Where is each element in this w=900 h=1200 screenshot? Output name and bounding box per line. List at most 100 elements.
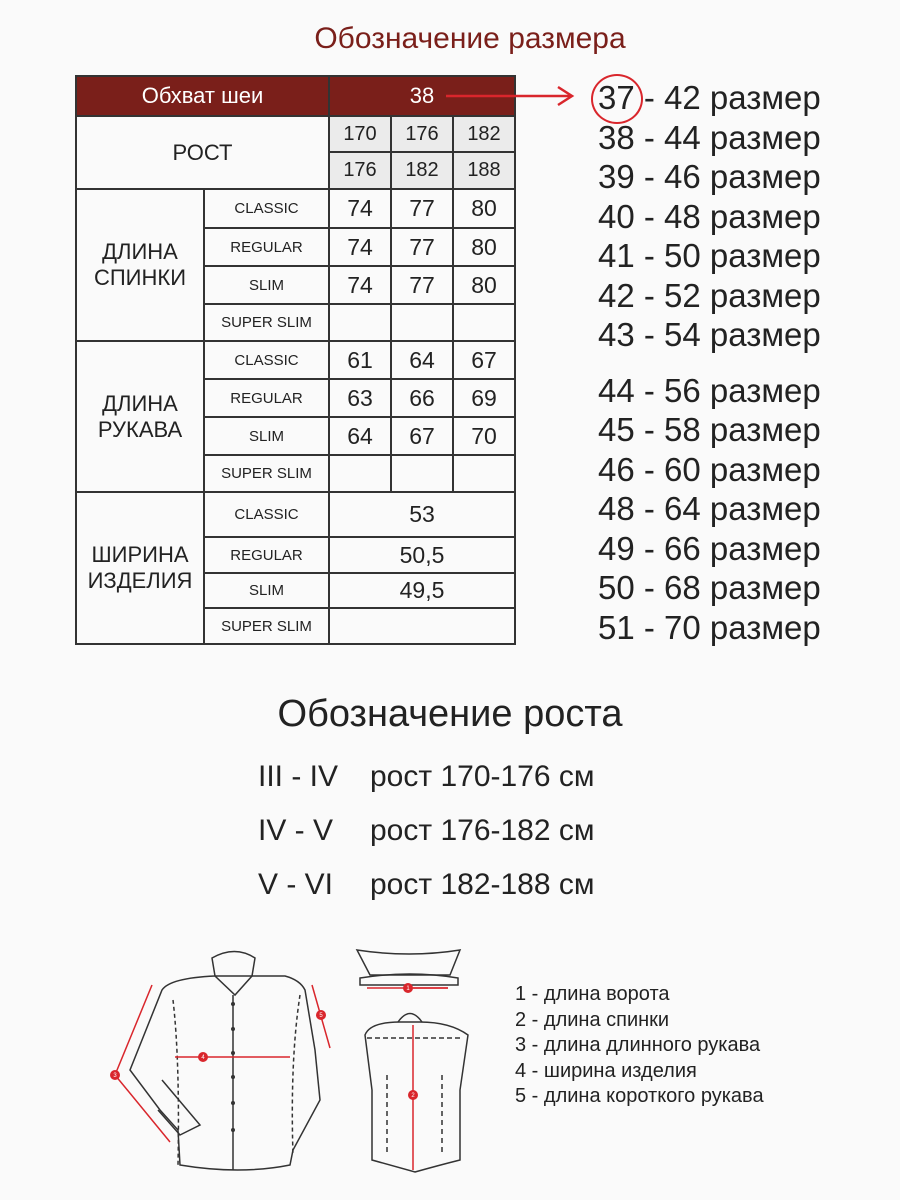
- measurement-legend: 1 - длина ворота 2 - длина спинки 3 - длин…: [515, 982, 764, 1110]
- growth-item: V - VI рост 182-188 см: [258, 868, 595, 902]
- value-cell: 63: [328, 378, 392, 418]
- fit-label: CLASSIC: [203, 340, 330, 380]
- value-cell: 80: [452, 265, 516, 305]
- value-cell: 77: [390, 265, 454, 305]
- value-cell: 64: [390, 340, 454, 380]
- value-cell: 53: [328, 491, 516, 538]
- value-cell: 77: [390, 188, 454, 229]
- size-map-item: 45 - 58 размер: [598, 411, 821, 448]
- value-cell: 74: [328, 265, 392, 305]
- marker-2: 2: [411, 1093, 415, 1099]
- growth-code: IV - V: [258, 814, 334, 847]
- value-cell: [390, 454, 454, 493]
- fit-label: SUPER SLIM: [203, 303, 330, 342]
- height-to: 182: [390, 151, 454, 190]
- size-title: Обозначение размера: [314, 22, 626, 55]
- value-cell: [328, 607, 516, 645]
- table-row: REGULAR 50,5: [76, 536, 516, 574]
- table-row: ДЛИНА СПИНКИ CLASSIC 74 77 80: [75, 188, 516, 342]
- size-map-item: 37 - 42 размер: [598, 79, 821, 116]
- growth-range: рост 170-176 см: [370, 760, 595, 793]
- table-row: SUPER SLIM: [76, 607, 516, 645]
- table-row: REGULAR 74 77 80: [76, 227, 516, 267]
- size-map-item: 43 - 54 размер: [598, 316, 821, 353]
- arrow-icon: [446, 85, 575, 107]
- value-cell: [328, 454, 392, 493]
- fit-label: REGULAR: [203, 378, 330, 418]
- table-row: ДЛИНА РУКАВА CLASSIC 61 64 67: [75, 340, 516, 493]
- fit-label: SLIM: [203, 265, 330, 305]
- marker-4: 4: [201, 1055, 205, 1061]
- legend-item: 5 - длина короткого рукава: [515, 1085, 764, 1107]
- fit-label: SUPER SLIM: [203, 607, 330, 645]
- fit-label: REGULAR: [203, 536, 330, 574]
- size-table: Обхват шеи 38 РОСТ 170 176 182 176 182 1…: [75, 75, 516, 645]
- height-to: 176: [328, 151, 392, 190]
- size-map-item: 48 - 64 размер: [598, 490, 821, 527]
- fit-label: SUPER SLIM: [203, 454, 330, 493]
- table-row: ШИРИНА ИЗДЕЛИЯ CLASSIC 53: [75, 491, 516, 645]
- size-map-item: 50 - 68 размер: [598, 569, 821, 606]
- legend-item: 2 - длина спинки: [515, 1008, 670, 1031]
- growth-title: Обозначение роста: [277, 693, 623, 735]
- table-row: REGULAR 63 66 69: [76, 378, 516, 418]
- value-cell: 67: [452, 340, 516, 380]
- value-cell: [452, 454, 516, 493]
- table-row: SUPER SLIM: [76, 303, 516, 342]
- value-cell: 80: [452, 188, 516, 229]
- value-cell: [390, 303, 454, 342]
- growth-code: III - IV: [258, 760, 339, 793]
- fit-label: CLASSIC: [203, 491, 330, 538]
- group-label: ДЛИНА СПИНКИ: [75, 188, 205, 342]
- value-cell: 80: [452, 227, 516, 267]
- highlight-circle: [591, 74, 643, 124]
- value-cell: 69: [452, 378, 516, 418]
- value-cell: 50,5: [328, 536, 516, 574]
- size-map-item: 46 - 60 размер: [598, 450, 821, 488]
- table-row: SLIM 64 67 70: [76, 416, 516, 456]
- shirt-diagram: 1 2 3 4 5: [110, 949, 469, 1173]
- value-cell: 74: [328, 227, 392, 267]
- size-map-item: 40 - 48 размер: [598, 197, 821, 235]
- value-cell: 66: [390, 378, 454, 418]
- size-map-list: 37 - 42 размер 38 - 44 размер 39 - 46 разм…: [598, 78, 821, 647]
- growth-range: рост 176-182 см: [370, 814, 595, 847]
- group-label: ШИРИНА ИЗДЕЛИЯ: [75, 491, 205, 645]
- value-cell: 61: [328, 340, 392, 380]
- height-to: 188: [452, 151, 516, 190]
- fit-label: CLASSIC: [203, 188, 330, 229]
- size-map-item: 38 - 44 размер: [598, 118, 821, 156]
- value-cell: 49,5: [328, 572, 516, 609]
- size-map-item: 49 - 66 размер: [598, 529, 821, 567]
- value-cell: 74: [328, 188, 392, 229]
- value-cell: [452, 303, 516, 342]
- marker-5: 5: [319, 1013, 323, 1019]
- value-cell: [328, 303, 392, 342]
- legend-item: 1 - длина ворота: [515, 983, 670, 1005]
- height-row: 176 182 188: [76, 151, 516, 190]
- value-cell: 70: [452, 416, 516, 456]
- marker-3: 3: [113, 1073, 117, 1079]
- size-map-item: 44 - 56 размер: [598, 371, 821, 409]
- size-map-item: 42 - 52 размер: [598, 276, 821, 314]
- size-map-item: 41 - 50 размер: [598, 237, 821, 274]
- growth-item: IV - V рост 176-182 см: [258, 814, 595, 848]
- marker-1: 1: [406, 986, 410, 992]
- table-row: SLIM 49,5: [76, 572, 516, 609]
- table-row: SLIM 74 77 80: [76, 265, 516, 305]
- value-cell: 64: [328, 416, 392, 456]
- value-cell: 77: [390, 227, 454, 267]
- table-row: SUPER SLIM: [76, 454, 516, 493]
- value-cell: 67: [390, 416, 454, 456]
- height-label: РОСТ: [75, 115, 330, 190]
- size-map-item: 51 - 70 размер: [598, 608, 821, 646]
- height-from: 170: [328, 115, 392, 153]
- height-from: 182: [452, 115, 516, 153]
- neck-label: Обхват шеи: [75, 75, 330, 117]
- height-row: РОСТ 170 176 182: [75, 115, 516, 190]
- table-header-row: Обхват шеи 38: [75, 75, 516, 117]
- size-map-item: 39 - 46 размер: [598, 158, 821, 195]
- legend-item: 3 - длина длинного рукава: [515, 1034, 761, 1056]
- growth-code: V - VI: [258, 868, 334, 901]
- growth-item: III - IV рост 170-176 см: [258, 760, 595, 794]
